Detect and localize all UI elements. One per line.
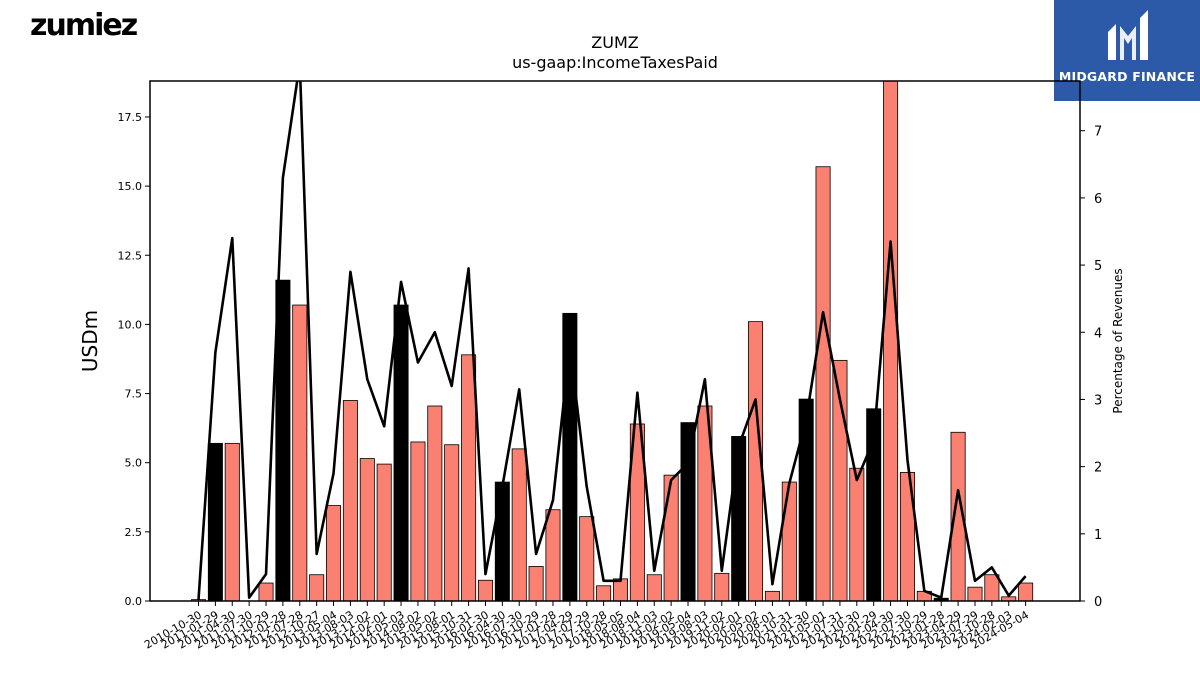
bar: [528, 566, 544, 602]
bar: [798, 398, 814, 602]
bar: [646, 574, 662, 602]
bar: [292, 304, 308, 602]
midgard-finance-label: MIDGARD FINANCE: [1058, 69, 1196, 84]
bar: [1018, 582, 1034, 602]
bar: [376, 463, 392, 602]
bar: [309, 574, 325, 602]
bar: [511, 448, 527, 602]
bar: [461, 354, 477, 602]
bar: [764, 590, 780, 602]
y2-tick-label: 0: [1094, 595, 1102, 610]
bar: [326, 505, 342, 602]
y2-tick-label: 5: [1094, 259, 1102, 274]
bar: [663, 474, 679, 602]
bar: [275, 279, 291, 602]
bar: [410, 441, 426, 602]
bar: [849, 467, 865, 602]
bar: [444, 444, 460, 602]
y2-tick-label: 7: [1094, 125, 1102, 140]
bar: [545, 509, 561, 602]
bar: [967, 586, 983, 602]
bar: [613, 578, 629, 602]
plot-frame: [149, 80, 1081, 602]
y-tick-label: 7.5: [125, 388, 143, 401]
bar: [984, 574, 1000, 602]
y-tick-label: 0.0: [125, 595, 143, 608]
midgard-m-icon: [1108, 10, 1148, 60]
y2-axis-label: Percentage of Revenues: [1111, 268, 1125, 413]
y-tick-label: 2.5: [125, 526, 143, 539]
bar: [883, 80, 899, 602]
bar: [477, 579, 493, 602]
series-line-pct-revenues: [197, 81, 1027, 600]
y2-tick-label: 3: [1094, 393, 1102, 408]
bar: [342, 400, 358, 602]
y-tick-label: 15.0: [118, 180, 143, 193]
y-tick-label: 12.5: [118, 249, 143, 262]
bar: [731, 436, 747, 602]
bar: [427, 405, 443, 602]
bar: [207, 442, 223, 602]
y-axis-label: USDm: [78, 310, 102, 372]
bar: [224, 442, 240, 602]
bar: [359, 458, 375, 602]
y-tick-label: 17.5: [118, 111, 143, 124]
midgard-finance-logo: MIDGARD FINANCE: [1054, 0, 1200, 101]
bar: [596, 585, 612, 602]
bar: [579, 516, 595, 602]
y2-tick-label: 1: [1094, 528, 1102, 543]
bar: [781, 481, 797, 602]
bar: [494, 481, 510, 602]
zumiez-logo: zumiez: [30, 8, 138, 43]
bar: [258, 582, 274, 602]
chart-subtitle: us-gaap:IncomeTaxesPaid: [512, 53, 718, 72]
y-tick-label: 10.0: [118, 318, 143, 331]
y-tick-label: 5.0: [125, 457, 143, 470]
chart-title: ZUMZ: [591, 33, 638, 52]
bar: [393, 304, 409, 602]
bar: [815, 166, 831, 602]
y2-tick-label: 4: [1094, 326, 1102, 341]
bar: [714, 572, 730, 602]
y2-tick-label: 6: [1094, 192, 1102, 207]
y2-tick-label: 2: [1094, 461, 1102, 476]
bar: [680, 422, 696, 602]
